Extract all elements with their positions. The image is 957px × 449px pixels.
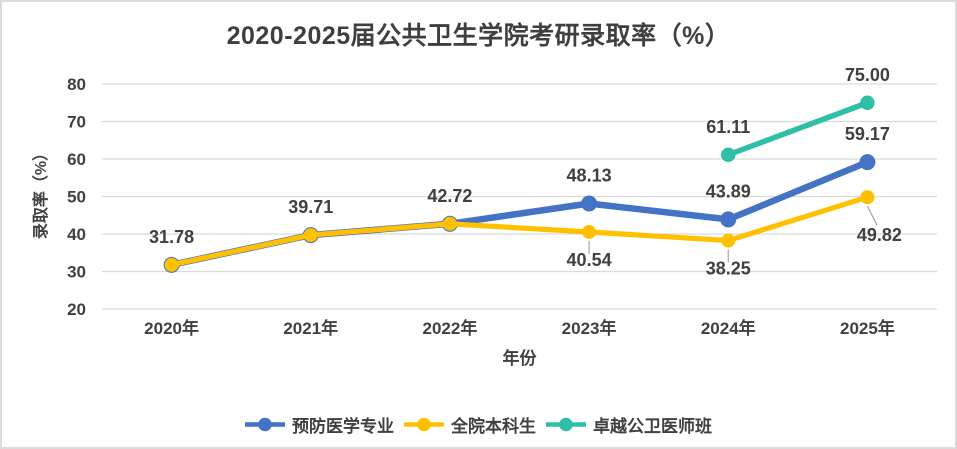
y-tick-label: 50 bbox=[67, 188, 86, 207]
data-label: 48.13 bbox=[567, 166, 612, 186]
legend-line-marker-icon bbox=[245, 417, 285, 432]
data-label: 40.54 bbox=[567, 250, 612, 270]
data-label: 38.25 bbox=[706, 259, 751, 279]
data-point-marker bbox=[860, 95, 875, 110]
series-line bbox=[168, 158, 871, 269]
x-tick-label: 2025年 bbox=[840, 318, 895, 338]
legend-item: 预防医学专业 bbox=[245, 412, 394, 437]
leader-line bbox=[866, 205, 878, 226]
legend-label: 全院本科生 bbox=[451, 417, 536, 436]
data-point-marker bbox=[860, 190, 875, 205]
chart-title: 2020-2025届公共卫生学院考研录取率（%） bbox=[226, 22, 731, 50]
y-tick-label: 30 bbox=[67, 263, 86, 282]
y-tick-label: 60 bbox=[67, 150, 86, 169]
x-tick-label: 2021年 bbox=[283, 318, 338, 338]
legend: 预防医学专业 全院本科生 卓越公卫医师班 bbox=[2, 412, 955, 437]
y-tick-label: 40 bbox=[67, 225, 86, 244]
data-point-marker bbox=[721, 233, 736, 248]
data-point-marker bbox=[442, 216, 457, 231]
legend-label: 预防医学专业 bbox=[292, 417, 394, 436]
series-line bbox=[168, 194, 871, 268]
x-tick-label: 2024年 bbox=[701, 318, 756, 338]
data-point-marker bbox=[581, 195, 598, 212]
data-point-marker bbox=[582, 224, 597, 239]
legend-line-marker-icon bbox=[404, 417, 444, 432]
data-point-marker bbox=[164, 257, 179, 272]
y-axis-title: 录取率（%） bbox=[33, 144, 50, 240]
data-point-marker bbox=[720, 211, 737, 228]
x-axis-title: 年份 bbox=[502, 349, 537, 368]
data-label: 61.11 bbox=[706, 117, 750, 137]
legend-item: 卓越公卫医师班 bbox=[546, 412, 712, 437]
legend-item: 全院本科生 bbox=[404, 412, 536, 437]
y-tick-label: 80 bbox=[67, 75, 86, 94]
legend-label: 卓越公卫医师班 bbox=[593, 417, 712, 436]
data-label: 49.82 bbox=[857, 225, 902, 245]
x-tick-label: 2023年 bbox=[562, 318, 617, 338]
data-label: 42.72 bbox=[427, 186, 472, 206]
data-label: 39.71 bbox=[288, 197, 333, 217]
series-line bbox=[725, 100, 871, 158]
data-label: 43.89 bbox=[706, 181, 751, 201]
legend-line-marker-icon bbox=[546, 417, 586, 432]
data-label: 59.17 bbox=[845, 124, 890, 144]
y-tick-label: 70 bbox=[67, 113, 86, 132]
data-point-marker bbox=[303, 228, 318, 243]
x-tick-label: 2022年 bbox=[423, 318, 478, 338]
data-point-marker bbox=[859, 154, 876, 171]
data-point-marker bbox=[721, 147, 736, 163]
data-label: 75.00 bbox=[845, 65, 890, 85]
x-tick-label: 2020年 bbox=[144, 318, 199, 338]
data-label: 31.78 bbox=[149, 227, 194, 247]
y-tick-label: 20 bbox=[67, 300, 86, 319]
